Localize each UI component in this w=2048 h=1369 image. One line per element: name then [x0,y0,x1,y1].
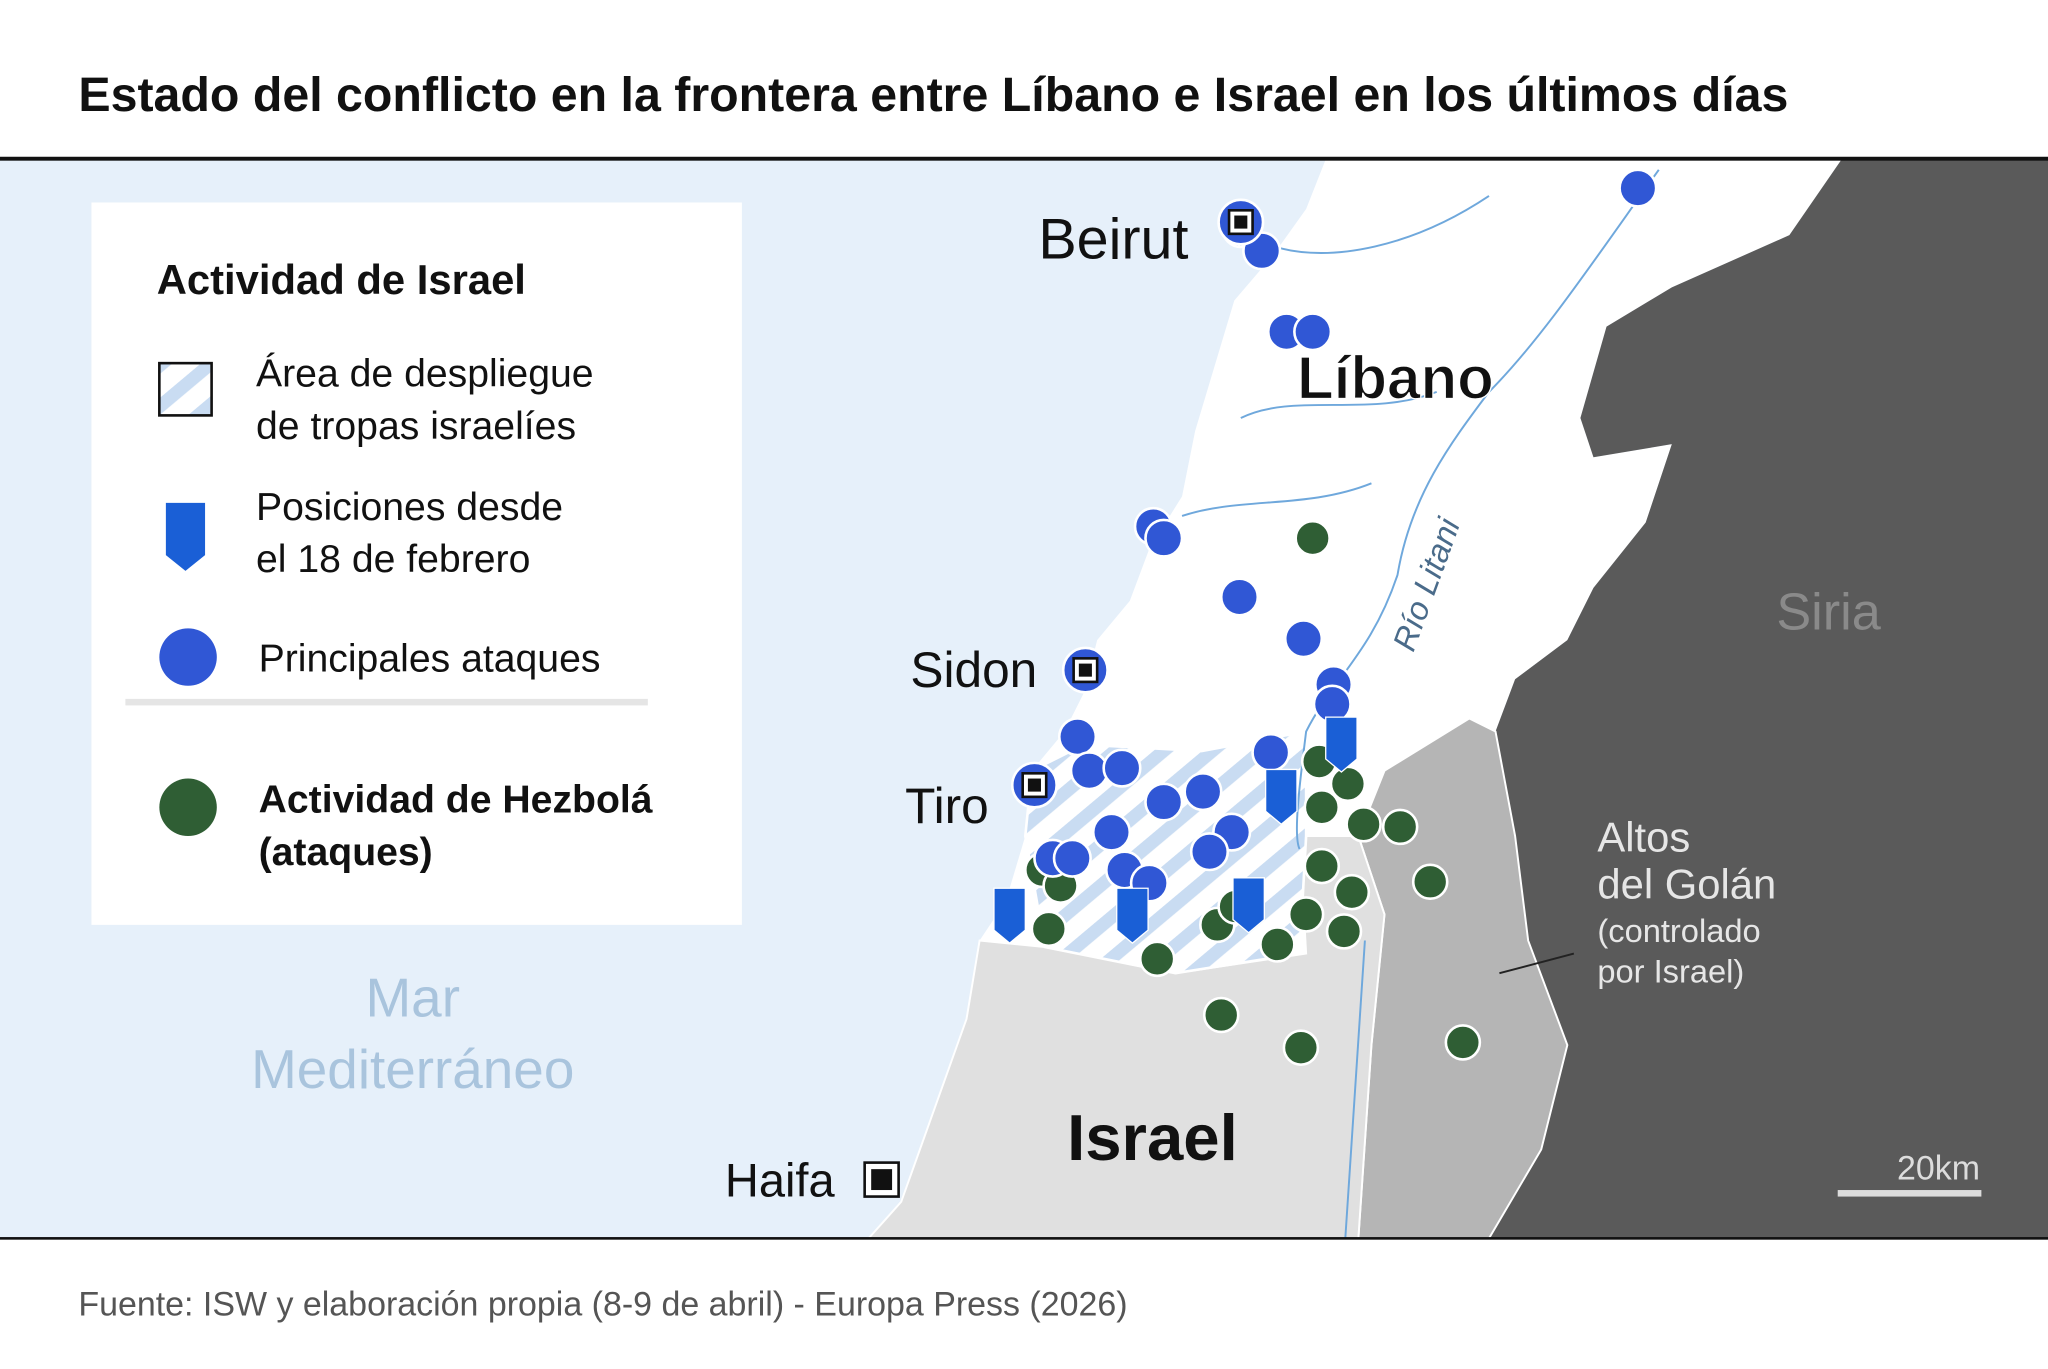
israel-attack [1189,832,1230,872]
hezbollah-attack [1303,789,1341,826]
hezbollah-attack [1138,940,1176,978]
hezbollah-attack [1411,863,1449,901]
legend-text: Principales ataques [259,637,601,680]
title: Estado del conflicto en la frontera entr… [78,68,1788,122]
hezbollah-attack [1294,519,1331,557]
hezbollah-attack [1282,1029,1320,1066]
israel-attack [1283,619,1324,659]
country-label: Líbano [1297,344,1494,411]
legend-text: Posiciones desde [256,486,563,529]
legend-divider [125,698,648,706]
sea-label: Mar [365,966,459,1028]
israel-position [1264,768,1298,826]
hezbollah-attack [1325,913,1363,950]
legend-swatch [158,361,213,417]
legend-swatch [159,628,217,686]
country-label: Israel [1067,1101,1238,1174]
hezbollah-attack [1333,873,1371,911]
city-marker [1234,215,1248,229]
top-rule [0,156,2048,161]
hezbollah-attack [1259,926,1296,963]
scale-label: 20km [1897,1150,1980,1188]
hezbollah-attack [1345,805,1382,843]
israel-attack [1069,751,1109,791]
legend: Actividad de Israel Área de despliegue d… [91,202,742,925]
syria [1488,159,2048,1239]
legend-text: el 18 de febrero [256,538,530,581]
region-note: (controlado [1597,912,1760,949]
hezbollah-attack [1202,996,1240,1034]
bottom-rule [0,1237,2048,1240]
legend-text: de tropas israelíes [256,405,576,448]
leader-line [1499,952,1575,975]
israel-attack [1219,577,1260,617]
city-marker [871,1169,893,1191]
city-marker [1027,778,1041,792]
israel-position [993,887,1026,944]
israel-attack [1144,518,1184,558]
region-label: Altos [1597,814,1690,861]
city-marker [1078,663,1092,677]
legend-swatch [159,778,217,837]
hezbollah-attack [1444,1024,1482,1061]
israel-position [1232,877,1265,934]
rivers [1181,169,1660,1239]
israel-attack [1052,838,1092,878]
source: Fuente: ISW y elaboración propia (8-9 de… [78,1285,1127,1323]
israel-attack [1144,782,1184,822]
israel-attack [1183,772,1223,812]
legend-swatch [165,502,206,571]
hezbollah-attack [1303,847,1341,885]
region-note: por Israel) [1597,952,1744,989]
israel-attack [1293,312,1333,352]
city-label: Tiro [905,778,989,834]
israel-position [1116,887,1149,944]
region-label: del Golán [1597,861,1776,908]
israel-attack [1102,748,1142,788]
legend-text: (ataques) [259,831,433,874]
israel-position [1325,716,1358,773]
hezbollah-attack [1381,808,1419,846]
city-label: Haifa [725,1154,836,1207]
city-label: Sidon [910,642,1037,698]
legend-title: Actividad de Israel [157,256,526,303]
sea-label: Mediterráneo [251,1038,574,1100]
hezbollah-attack [1030,910,1068,948]
israel-attack [1251,732,1291,773]
city-label: Beirut [1038,208,1188,272]
hezbollah-attack [1329,765,1367,803]
israel-attack [1091,812,1132,852]
israel-attack [1618,168,1658,208]
country-label: Siria [1776,584,1881,642]
scale-bar [1837,1190,1982,1197]
legend-text: Actividad de Hezbolá [259,779,653,822]
legend-text: Área de despliegue [256,353,594,396]
hezbollah-attack [1287,896,1325,933]
israel-attack [1057,717,1098,757]
